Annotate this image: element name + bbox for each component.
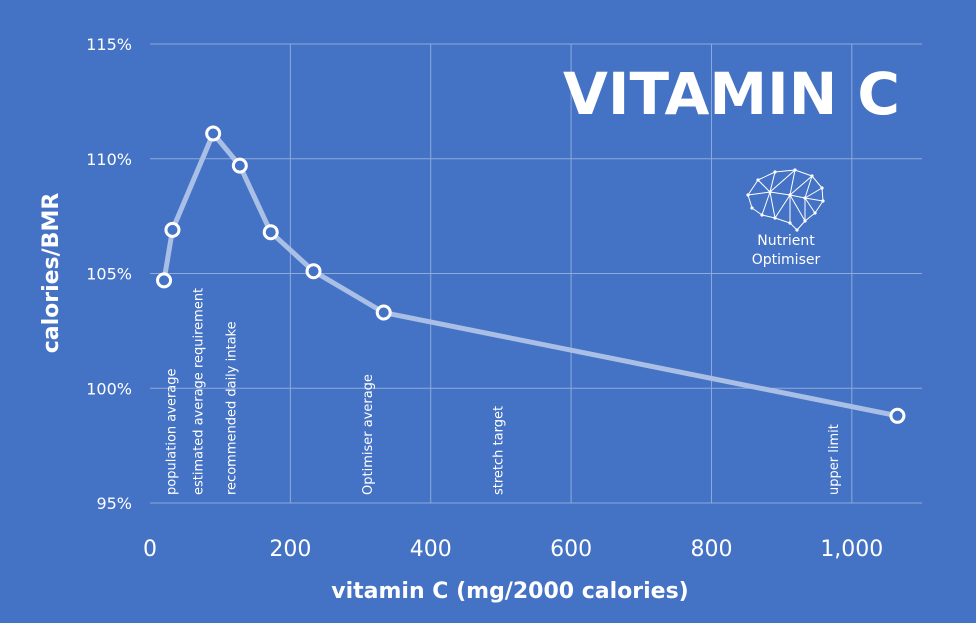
x-tick-label: 600 bbox=[550, 537, 592, 562]
annotation-label: recommended daily intake bbox=[225, 321, 240, 495]
data-point bbox=[231, 157, 248, 174]
annotation-label: upper limit bbox=[827, 424, 842, 495]
brain-network-icon bbox=[746, 168, 825, 232]
data-point bbox=[164, 221, 181, 238]
data-point bbox=[156, 272, 173, 289]
series bbox=[156, 125, 906, 424]
logo-line-1: Nutrient bbox=[757, 233, 815, 249]
annotation-label: population average bbox=[164, 368, 179, 495]
x-tick-label: 0 bbox=[143, 537, 157, 562]
logo: Nutrient Optimiser bbox=[746, 168, 825, 268]
x-axis-label: vitamin C (mg/2000 calories) bbox=[331, 579, 689, 604]
logo-line-2: Optimiser bbox=[752, 252, 821, 268]
data-point bbox=[889, 407, 906, 424]
y-tick-label: 110% bbox=[86, 150, 132, 169]
x-tick-label: 200 bbox=[269, 537, 311, 562]
series-line bbox=[161, 131, 900, 419]
annotation-label: Optimiser average bbox=[361, 374, 376, 495]
y-tick-label: 95% bbox=[96, 494, 132, 513]
y-tick-labels: 95% 100% 105% 110% 115% bbox=[86, 35, 132, 513]
x-tick-labels: 0 200 400 600 800 1,000 bbox=[143, 537, 883, 562]
annotation-label: estimated average requirement bbox=[192, 288, 207, 495]
x-tick-label: 800 bbox=[690, 537, 732, 562]
annotations: population average estimated average requ… bbox=[164, 288, 842, 495]
x-tick-label: 400 bbox=[410, 537, 452, 562]
y-tick-label: 100% bbox=[86, 379, 132, 398]
y-tick-label: 115% bbox=[86, 35, 132, 54]
data-point bbox=[262, 224, 279, 241]
gridlines bbox=[150, 43, 922, 504]
data-point bbox=[205, 125, 222, 142]
x-tick-label: 1,000 bbox=[820, 537, 883, 562]
chart-title: VITAMIN C bbox=[563, 60, 900, 128]
y-tick-label: 105% bbox=[86, 265, 132, 284]
annotation-label: stretch target bbox=[491, 406, 506, 495]
data-point bbox=[375, 304, 392, 321]
data-point bbox=[305, 263, 322, 280]
y-axis-label: calories/BMR bbox=[39, 193, 64, 354]
